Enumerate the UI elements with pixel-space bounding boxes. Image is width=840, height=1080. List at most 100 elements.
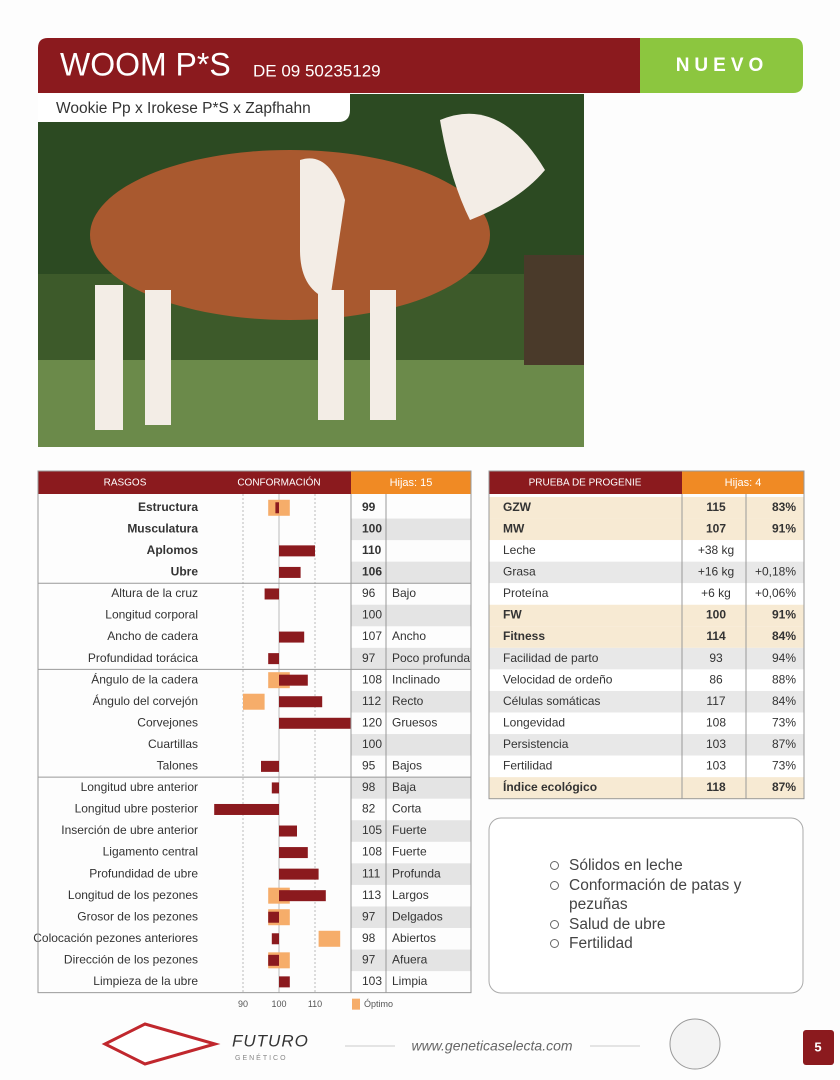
cow-patch xyxy=(300,158,345,300)
value: 97 xyxy=(362,909,376,923)
bar xyxy=(279,545,315,557)
value: 95 xyxy=(362,759,376,773)
bar xyxy=(261,760,279,772)
label: Proteína xyxy=(503,586,549,600)
bar xyxy=(268,653,279,665)
row-bg xyxy=(489,561,804,584)
bar xyxy=(264,588,279,600)
value: 100 xyxy=(706,608,726,622)
description: Afuera xyxy=(392,952,428,966)
trait: Inserción de ubre anterior xyxy=(61,823,198,837)
badge: NUEVO xyxy=(676,55,769,76)
description: Fuerte xyxy=(392,823,427,837)
trait: Profundidad de ubre xyxy=(89,866,198,880)
trait: Musculatura xyxy=(127,521,198,535)
table-border xyxy=(488,470,805,800)
value: 100 xyxy=(362,521,382,535)
label: Índice ecológico xyxy=(503,779,597,794)
row-shade xyxy=(351,777,471,799)
value: 108 xyxy=(362,845,382,859)
title-bar xyxy=(38,38,640,93)
row-bg xyxy=(489,518,804,541)
value: 107 xyxy=(362,629,382,643)
row-shade xyxy=(351,863,471,885)
bar xyxy=(214,803,279,815)
bar xyxy=(268,911,279,923)
value: 105 xyxy=(362,823,382,837)
bar xyxy=(279,825,297,837)
legend-label: Óptimo xyxy=(364,999,393,1009)
bullet-list: Sólidos en leche Conformación de patas y … xyxy=(550,856,770,954)
value: 98 xyxy=(362,931,376,945)
reliability: 87% xyxy=(772,780,796,794)
description: Bajo xyxy=(392,586,416,600)
row-bg xyxy=(489,712,804,735)
description: Recto xyxy=(392,694,424,708)
x-tick-label: 90 xyxy=(238,999,248,1009)
value: 108 xyxy=(362,672,382,686)
logo-selecta xyxy=(101,1022,221,1066)
trait: Ligamento central xyxy=(103,845,198,859)
description: Fuerte xyxy=(392,845,427,859)
bar xyxy=(279,696,323,708)
trait: Corvejones xyxy=(137,715,198,729)
cow-leg xyxy=(95,285,123,430)
value: 100 xyxy=(362,737,382,751)
row-bg xyxy=(489,777,804,799)
trait: Ángulo de la cadera xyxy=(91,671,198,686)
reliability: +0,06% xyxy=(755,586,796,600)
bar xyxy=(279,674,308,686)
bull-name: WOOM P*S xyxy=(60,46,231,82)
trait: Colocación pezones anteriores xyxy=(33,931,198,945)
value: 103 xyxy=(706,759,726,773)
value: 117 xyxy=(706,694,725,708)
table-border xyxy=(37,470,472,994)
value: +38 kg xyxy=(698,543,734,557)
label: Facilidad de parto xyxy=(503,651,599,665)
reliability: 84% xyxy=(772,629,796,643)
row-bg xyxy=(489,497,804,519)
bullet: Salud de ubre xyxy=(550,915,770,935)
value: 107 xyxy=(706,521,726,535)
row-shade xyxy=(351,518,471,541)
bar xyxy=(279,566,301,578)
value: 103 xyxy=(706,737,726,751)
row-shade xyxy=(351,604,471,627)
row-bg xyxy=(489,647,804,670)
reliability: 94% xyxy=(772,651,796,665)
label: Longevidad xyxy=(503,715,565,729)
bar xyxy=(279,631,305,643)
value: 106 xyxy=(362,565,382,579)
trait: Cuartillas xyxy=(148,737,198,751)
value: 103 xyxy=(362,974,382,988)
brand-sub: GENÉTICO xyxy=(235,1053,288,1062)
description: Inclinado xyxy=(392,672,440,686)
header-cell xyxy=(682,471,804,494)
label: Grasa xyxy=(503,565,536,579)
pedigree: Wookie Pp x Irokese P*S x Zapfhahn xyxy=(56,100,311,117)
header-label: Hijas: 4 xyxy=(725,477,762,489)
value: 114 xyxy=(706,629,726,643)
value: 108 xyxy=(706,715,726,729)
cow-leg xyxy=(145,290,171,425)
trait: Estructura xyxy=(138,500,198,514)
cow-body xyxy=(90,150,490,320)
value: 100 xyxy=(362,608,382,622)
row-bg xyxy=(489,540,804,562)
value: 82 xyxy=(362,802,376,816)
row-shade xyxy=(351,906,471,928)
label: MW xyxy=(503,521,525,535)
value: 110 xyxy=(362,543,382,557)
reliability: 73% xyxy=(772,715,796,729)
value: 97 xyxy=(362,651,376,665)
reliability: 88% xyxy=(772,672,796,686)
row-bg xyxy=(489,583,804,605)
x-tick-label: 110 xyxy=(308,999,322,1009)
logo-bayern xyxy=(669,1018,721,1070)
value: 93 xyxy=(709,651,723,665)
photo-grass xyxy=(38,360,584,447)
reliability: 84% xyxy=(772,694,796,708)
photo-stump xyxy=(524,255,584,365)
label: Fertilidad xyxy=(503,759,552,773)
